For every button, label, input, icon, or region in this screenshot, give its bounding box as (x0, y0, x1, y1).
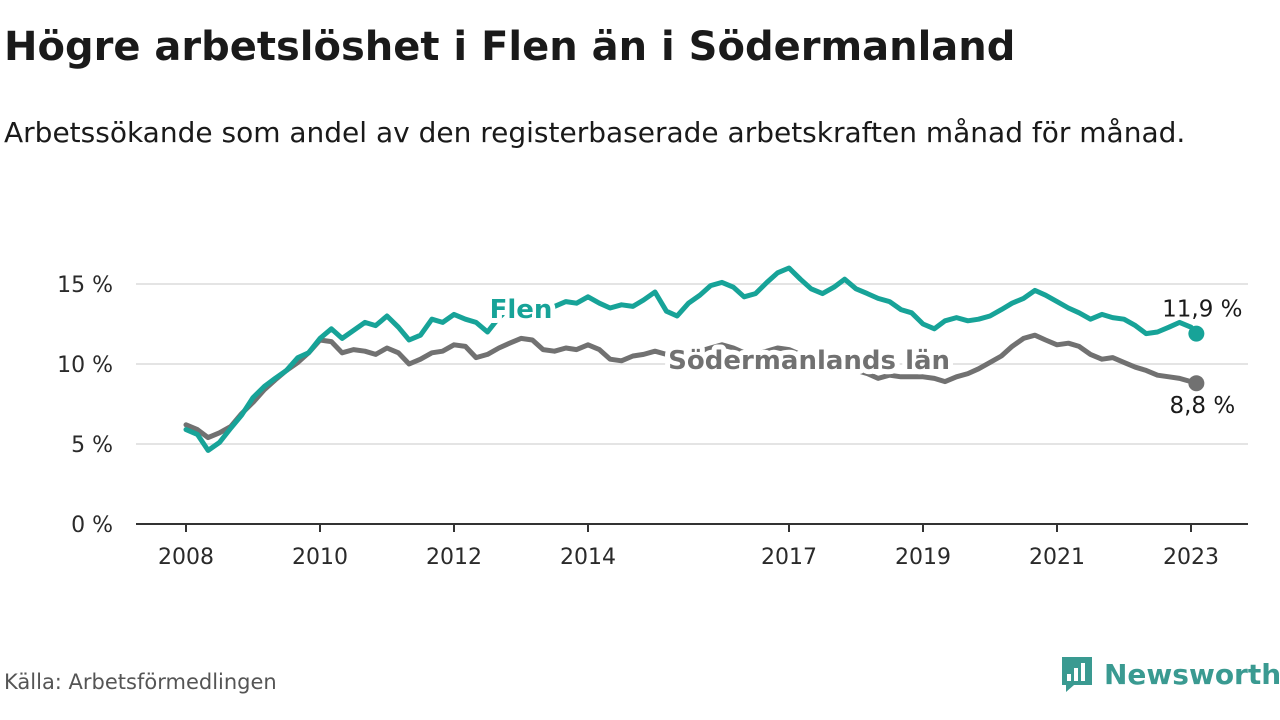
x-tick-label: 2012 (426, 545, 482, 570)
x-tick-label: 2023 (1163, 545, 1219, 570)
y-tick-label: 15 % (57, 273, 113, 298)
end-label-flen: 11,9 % (1162, 297, 1242, 323)
x-tick-label: 2017 (761, 545, 817, 570)
end-label-sodermanland: 8,8 % (1169, 393, 1235, 419)
y-tick-label: 5 % (71, 433, 113, 458)
x-tick-label: 2019 (895, 545, 951, 570)
series-line (183, 332, 1199, 441)
x-tick-label: 2010 (292, 545, 348, 570)
source-note: Källa: Arbetsförmedlingen (4, 670, 277, 694)
y-tick-label: 0 % (71, 513, 113, 538)
series-end-point (1188, 325, 1205, 342)
brand-logo[interactable]: Newsworthy (1060, 654, 1280, 694)
series-end-point (1188, 375, 1205, 392)
series-label-sodermanland: Södermanlands län (668, 346, 950, 376)
chart-title: Högre arbetslöshet i Flen än i Södermanl… (4, 24, 1016, 70)
x-tick-label: 2008 (158, 545, 214, 570)
y-tick-label: 10 % (57, 353, 113, 378)
x-tick-label: 2014 (560, 545, 616, 570)
series-label-flen: Flen (490, 295, 553, 325)
chart-subtitle: Arbetssökande som andel av den registerb… (4, 116, 1186, 149)
x-tick-label: 2021 (1029, 545, 1085, 570)
newsworthy-icon (1062, 657, 1092, 692)
brand-name: Newsworthy (1104, 657, 1280, 691)
series-line (183, 265, 1199, 453)
